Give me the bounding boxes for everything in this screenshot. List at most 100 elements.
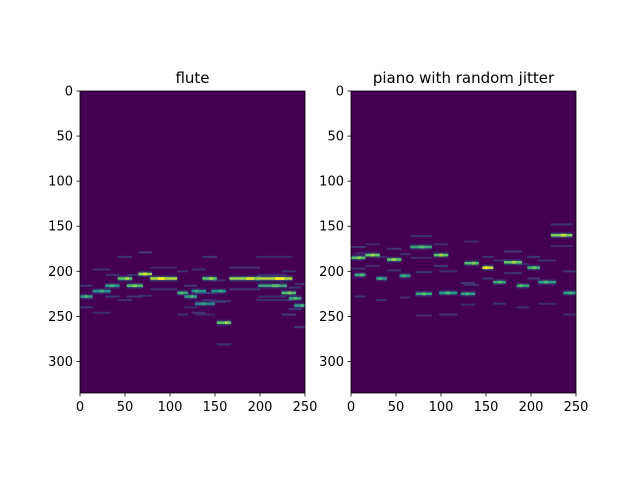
note-peak <box>99 289 104 293</box>
harmonic-trace <box>516 306 530 309</box>
harmonic-trace <box>410 235 432 238</box>
y-tick-label: 200 <box>48 265 73 280</box>
note-peak <box>224 321 229 325</box>
harmonic-trace <box>202 299 217 302</box>
note-peak <box>84 295 88 298</box>
heatmap-cells <box>351 223 576 317</box>
harmonic-trace <box>365 243 380 246</box>
x-tick-label: 0 <box>347 400 355 415</box>
note-cell <box>256 277 293 280</box>
heatmap-background <box>351 91 576 393</box>
x-tick-label: 50 <box>117 400 134 415</box>
harmonic-trace <box>460 282 476 285</box>
harmonic-trace <box>195 313 215 316</box>
note-cell <box>191 289 206 293</box>
harmonic-trace <box>527 277 540 280</box>
y-tick-label: 250 <box>319 310 344 325</box>
harmonic-trace <box>399 253 411 256</box>
harmonic-trace <box>281 270 296 273</box>
y-tick-label: 50 <box>327 130 344 145</box>
harmonic-trace <box>294 282 305 285</box>
harmonic-trace <box>105 295 120 298</box>
harmonic-trace <box>288 308 302 311</box>
y-tick-label: 100 <box>319 175 344 190</box>
harmonic-trace <box>191 268 206 271</box>
note-peak <box>194 289 199 293</box>
harmonic-trace <box>376 255 387 258</box>
harmonic-trace <box>563 313 576 316</box>
y-tick-label: 300 <box>319 355 344 370</box>
note-cell <box>216 321 232 324</box>
harmonic-trace <box>504 272 522 275</box>
note-peak <box>157 277 165 280</box>
y-tick-label: 200 <box>319 265 344 280</box>
harmonic-trace <box>538 302 557 305</box>
harmonic-trace <box>184 284 197 287</box>
harmonic-trace <box>351 267 366 270</box>
note-peak <box>190 295 194 298</box>
harmonic-trace <box>516 263 530 266</box>
note-cell <box>464 261 479 265</box>
x-tick-label: 200 <box>248 400 273 415</box>
y-tick-label: 0 <box>65 85 73 100</box>
note-peak <box>125 277 129 280</box>
harmonic-trace <box>229 288 260 291</box>
heatmap-panel-piano: 0 50 100 150 200 250 0 50 100 150 200 250 300 piano w… <box>319 69 588 415</box>
y-tick-label: 50 <box>56 130 73 145</box>
note-peak <box>378 277 382 280</box>
x-tick-label: 100 <box>158 400 183 415</box>
harmonic-trace <box>538 259 557 262</box>
note-peak <box>484 266 488 270</box>
x-tick-label: 200 <box>519 400 544 415</box>
harmonic-trace <box>258 295 287 298</box>
harmonic-trace <box>482 277 494 280</box>
note-peak <box>293 296 298 300</box>
harmonic-trace <box>117 255 133 258</box>
harmonic-trace <box>439 313 458 316</box>
note-peak <box>445 291 451 295</box>
y-tick-label: 100 <box>48 175 73 190</box>
plot-frame <box>350 90 577 394</box>
note-peak <box>543 280 549 284</box>
note-peak <box>110 284 114 288</box>
note-peak <box>465 292 470 296</box>
harmonic-trace <box>288 286 302 289</box>
note-cell <box>211 289 226 293</box>
harmonic-trace <box>410 256 432 259</box>
note-peak <box>421 292 426 296</box>
note-peak <box>392 258 396 261</box>
harmonic-trace <box>563 270 576 273</box>
harmonic-trace <box>433 243 449 246</box>
harmonic-trace <box>550 245 573 248</box>
heatmap-cells <box>80 251 305 346</box>
note-cell <box>516 284 530 287</box>
harmonic-trace <box>150 266 178 269</box>
harmonic-trace <box>211 279 226 282</box>
note-peak <box>419 245 425 249</box>
note-peak <box>511 260 517 264</box>
harmonic-trace <box>216 300 232 303</box>
harmonic-trace <box>126 273 143 276</box>
note-peak <box>560 233 567 237</box>
harmonic-trace <box>216 343 232 346</box>
harmonic-trace <box>527 255 540 258</box>
y-tick-label: 150 <box>48 220 73 235</box>
harmonic-trace <box>177 270 188 273</box>
harmonic-trace <box>258 273 287 276</box>
harmonic-trace <box>229 266 260 269</box>
harmonic-trace <box>92 268 111 271</box>
harmonic-trace <box>464 240 479 243</box>
note-cell <box>354 273 366 277</box>
x-tick-label: 0 <box>76 400 84 415</box>
note-peak <box>370 253 375 257</box>
note-peak <box>439 253 444 257</box>
harmonic-trace <box>415 314 432 317</box>
harmonic-trace <box>387 269 402 272</box>
note-peak <box>246 277 254 280</box>
harmonic-trace <box>184 306 197 309</box>
harmonic-trace <box>504 250 522 253</box>
note-peak <box>209 277 214 280</box>
note-peak <box>357 256 361 260</box>
harmonic-trace <box>150 288 178 291</box>
harmonic-trace <box>550 223 573 226</box>
